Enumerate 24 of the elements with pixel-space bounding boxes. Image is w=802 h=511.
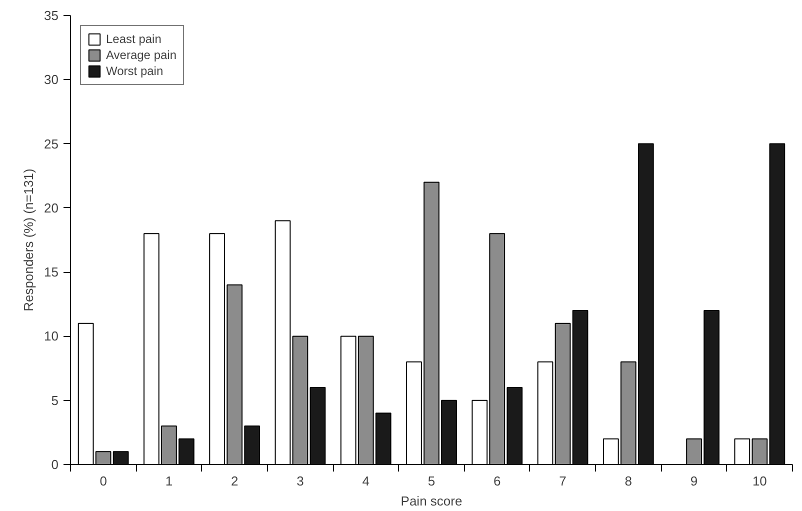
y-axis-title: Responders (%) (n=131)	[21, 168, 36, 312]
legend-label: Worst pain	[106, 64, 164, 78]
x-axis-title: Pain score	[400, 494, 462, 508]
y-tick-label: 0	[51, 457, 59, 472]
x-tick-label: 10	[752, 474, 767, 488]
x-tick-label: 9	[690, 474, 698, 488]
x-tick-label: 2	[230, 474, 238, 488]
x-tick-label: 4	[362, 474, 370, 488]
x-tick-label: 5	[428, 474, 436, 488]
x-tick-label: 6	[494, 474, 501, 488]
y-tick-label: 30	[44, 72, 59, 88]
y-tick-label: 25	[44, 136, 59, 152]
y-tick-label: 5	[51, 392, 59, 408]
x-tick-label: 0	[100, 474, 107, 488]
y-tick-label: 15	[44, 264, 59, 280]
x-tick-label: 1	[165, 474, 173, 488]
y-tick-label: 20	[44, 200, 59, 216]
y-tick-label: 35	[44, 8, 59, 23]
y-tick-label: 10	[44, 328, 59, 344]
legend-label: Least pain	[106, 32, 162, 46]
x-tick-label: 7	[559, 474, 566, 488]
x-tick-label: 3	[296, 474, 304, 488]
legend-label: Average pain	[106, 48, 176, 62]
x-tick-label: 8	[624, 474, 632, 488]
